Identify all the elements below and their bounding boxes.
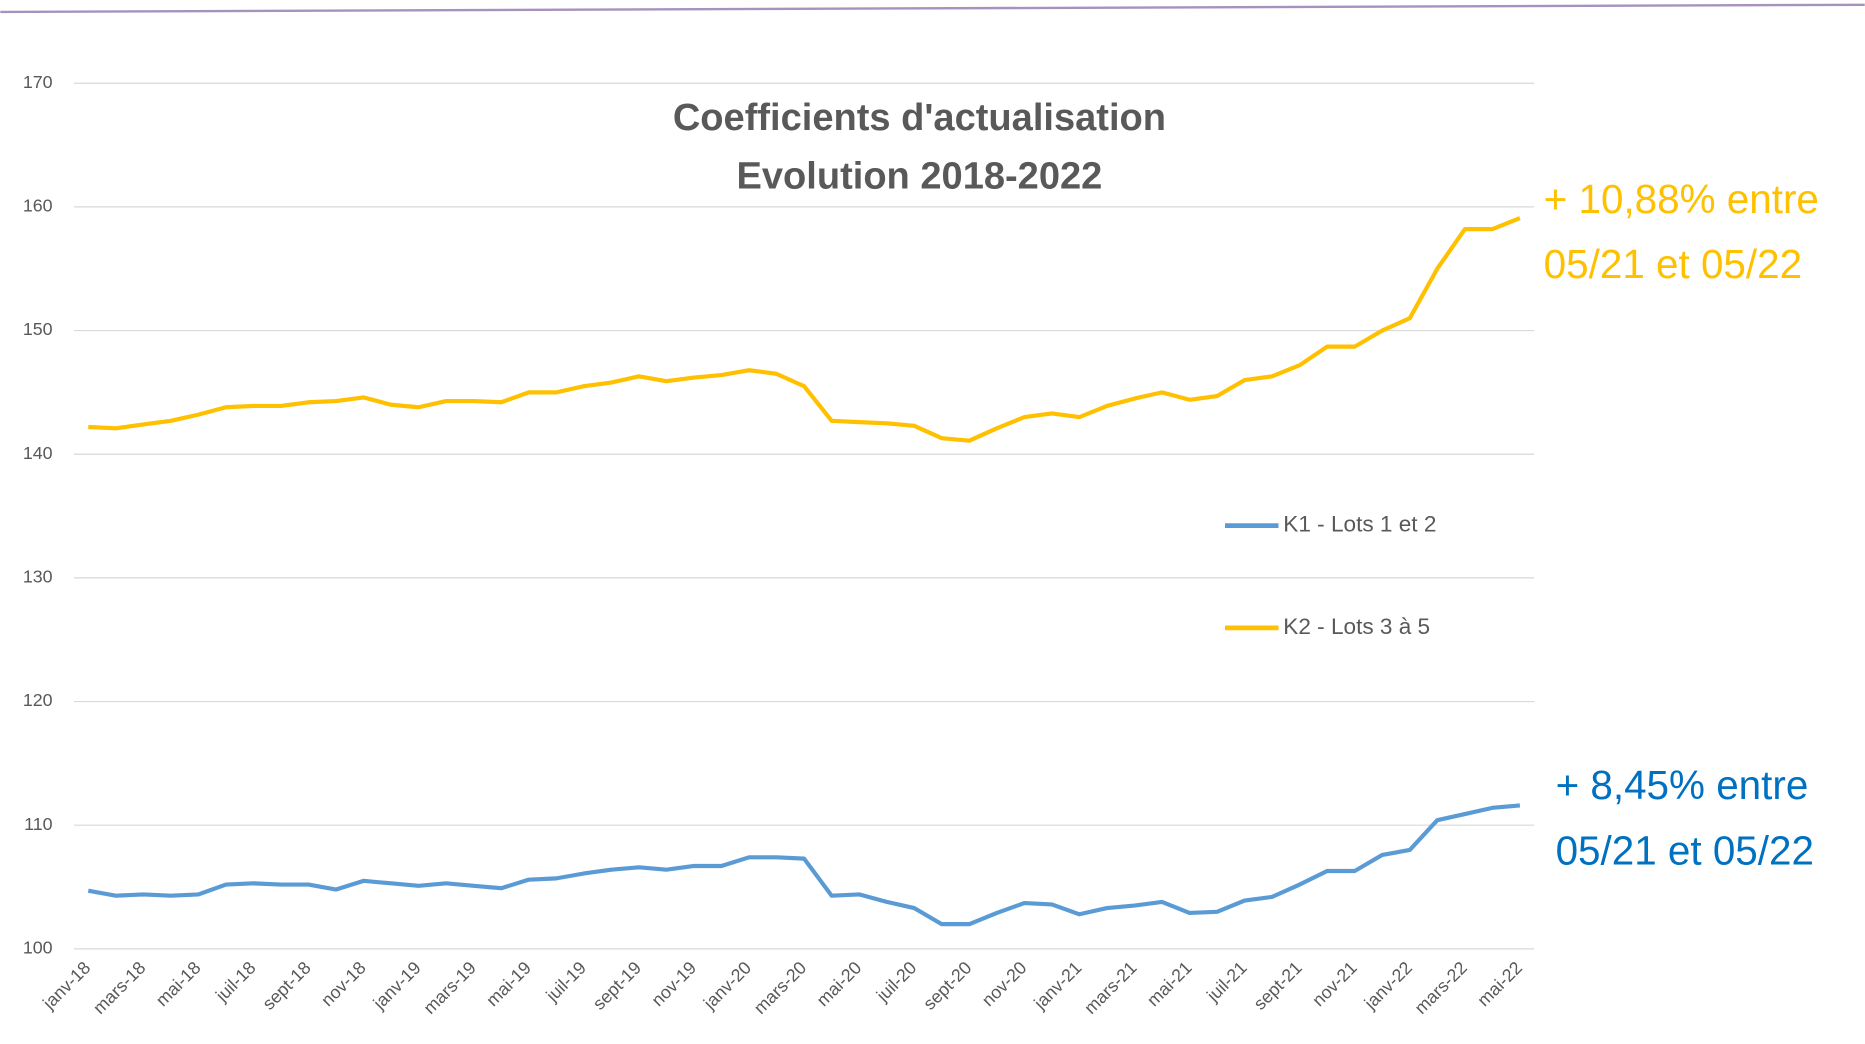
x-tick-label: mars-20 bbox=[750, 957, 810, 1017]
x-tick-label: mai-19 bbox=[482, 957, 535, 1010]
series-line bbox=[88, 216, 1521, 443]
y-tick-label: 140 bbox=[23, 443, 53, 463]
y-tick-label: 100 bbox=[23, 938, 53, 958]
annotation: 05/21 et 05/22 bbox=[1556, 827, 1814, 873]
legend-label: K1 - Lots 1 et 2 bbox=[1283, 512, 1436, 537]
x-tick-label: janv-20 bbox=[699, 957, 755, 1013]
chart-title: Evolution 2018-2022 bbox=[736, 155, 1102, 197]
x-tick-label: nov-18 bbox=[317, 957, 370, 1010]
y-tick-label: 160 bbox=[23, 196, 53, 216]
x-tick-label: sept-20 bbox=[919, 957, 975, 1013]
x-tick-label: nov-21 bbox=[1308, 957, 1361, 1010]
legend-label: K2 - Lots 3 à 5 bbox=[1283, 614, 1430, 639]
annotation: 05/21 et 05/22 bbox=[1544, 241, 1802, 287]
x-tick-label: janv-19 bbox=[369, 957, 425, 1013]
x-tick-label: sept-18 bbox=[258, 957, 314, 1013]
x-tick-label: mai-22 bbox=[1473, 957, 1526, 1010]
x-tick-label: juil-19 bbox=[541, 957, 590, 1006]
header-line bbox=[0, 3, 1865, 14]
x-tick-label: sept-21 bbox=[1250, 957, 1306, 1013]
x-tick-label: sept-19 bbox=[589, 957, 645, 1013]
x-tick-label: juil-21 bbox=[1202, 957, 1251, 1006]
x-tick-label: janv-22 bbox=[1360, 957, 1416, 1013]
x-tick-label: mars-18 bbox=[89, 957, 149, 1017]
y-tick-label: 120 bbox=[23, 690, 53, 710]
y-tick-label: 150 bbox=[23, 319, 53, 339]
series-line bbox=[87, 803, 1521, 927]
y-tick-label: 130 bbox=[23, 567, 53, 587]
x-tick-label: nov-20 bbox=[978, 957, 1031, 1010]
x-tick-label: janv-18 bbox=[38, 957, 94, 1013]
x-tick-label: mai-20 bbox=[813, 957, 866, 1010]
x-tick-label: juil-18 bbox=[211, 957, 260, 1006]
x-tick-label: mai-18 bbox=[152, 957, 205, 1010]
x-tick-label: mars-21 bbox=[1080, 957, 1140, 1017]
y-tick-label: 110 bbox=[24, 814, 53, 834]
x-tick-label: mai-21 bbox=[1143, 957, 1196, 1010]
annotation: + 10,88% entre bbox=[1544, 176, 1819, 222]
y-tick-label: 170 bbox=[23, 72, 53, 92]
x-tick-label: mars-19 bbox=[419, 957, 479, 1017]
x-tick-label: janv-21 bbox=[1029, 957, 1085, 1013]
x-tick-label: nov-19 bbox=[647, 957, 700, 1010]
x-tick-label: juil-20 bbox=[872, 957, 921, 1006]
x-tick-label: mars-22 bbox=[1411, 957, 1471, 1017]
chart-title: Coefficients d'actualisation bbox=[673, 97, 1166, 139]
annotation: + 8,45% entre bbox=[1556, 762, 1809, 808]
